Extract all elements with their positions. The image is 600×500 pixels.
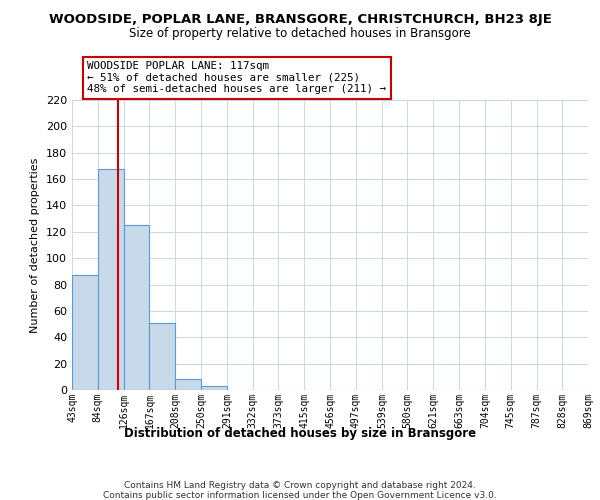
Text: Contains HM Land Registry data © Crown copyright and database right 2024.: Contains HM Land Registry data © Crown c…	[124, 481, 476, 490]
Text: WOODSIDE POPLAR LANE: 117sqm
← 51% of detached houses are smaller (225)
48% of s: WOODSIDE POPLAR LANE: 117sqm ← 51% of de…	[88, 61, 386, 94]
Text: WOODSIDE, POPLAR LANE, BRANSGORE, CHRISTCHURCH, BH23 8JE: WOODSIDE, POPLAR LANE, BRANSGORE, CHRIST…	[49, 12, 551, 26]
Bar	[98, 168, 124, 390]
Text: Distribution of detached houses by size in Bransgore: Distribution of detached houses by size …	[124, 428, 476, 440]
Bar	[175, 380, 202, 390]
Text: Size of property relative to detached houses in Bransgore: Size of property relative to detached ho…	[129, 28, 471, 40]
Bar	[124, 225, 149, 390]
Y-axis label: Number of detached properties: Number of detached properties	[31, 158, 40, 332]
Bar	[149, 323, 175, 390]
Text: Contains public sector information licensed under the Open Government Licence v3: Contains public sector information licen…	[103, 491, 497, 500]
Bar	[202, 386, 227, 390]
Bar	[72, 276, 98, 390]
